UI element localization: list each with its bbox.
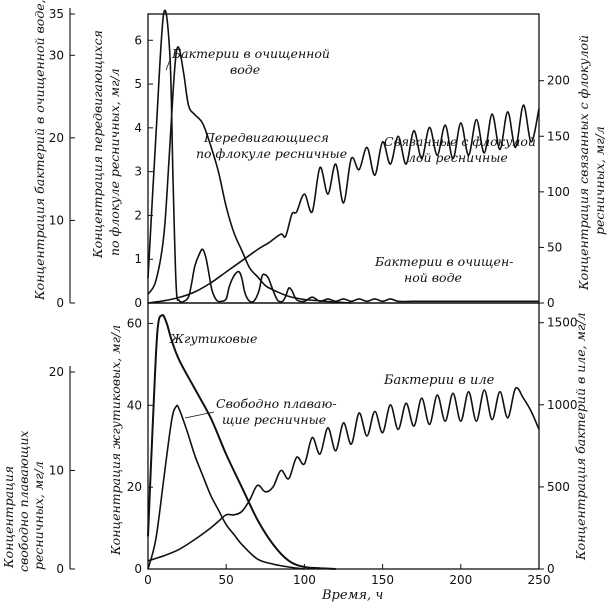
series-line-top-1	[147, 46, 352, 304]
series-line-bottom-1	[147, 404, 305, 570]
axis-label-free-ciliates-3: ресничных, мг/л	[31, 461, 46, 570]
bottom-panel-frame	[147, 302, 540, 570]
series-line-top-0	[147, 9, 539, 303]
annotation-flagellates: Жгутиковые	[169, 331, 257, 346]
tick-label-yB: 35	[49, 7, 64, 21]
annotation-moving-ciliates-line1: Передвигающиеся	[203, 130, 329, 145]
annotation-bacteria-clean-water2-line2: ной воде	[404, 270, 462, 285]
tick-label-yS: 50	[547, 240, 562, 254]
annotation-moving-ciliates-line2: по флокуле ресничные	[196, 146, 347, 161]
x-tick-label: 150	[371, 573, 394, 587]
tick-label-yC: 4	[134, 121, 142, 135]
annotation-free-ciliates-line1: Свободно плаваю-	[216, 396, 337, 411]
axis-label-free-ciliates-1: Концентрация	[1, 466, 16, 569]
tick-label-yB: 10	[49, 213, 64, 227]
axis-label-attached-ciliates-2: ресничных, мг/л	[592, 126, 607, 235]
tick-label-yC: 1	[134, 252, 142, 266]
tick-label-yFr: 10	[49, 463, 64, 477]
series-line-top-2	[147, 104, 540, 304]
x-tick-label: 100	[293, 573, 316, 587]
axis-label-moving-ciliates-2: по флокуле ресничных, мг/л	[107, 68, 122, 256]
tick-label-yS: 150	[547, 129, 570, 143]
tick-label-yC: 5	[134, 77, 142, 91]
tick-label-yS: 100	[547, 185, 570, 199]
x-tick-label: 200	[449, 573, 472, 587]
series-line-bottom-2	[147, 386, 540, 562]
axis-label-moving-ciliates-1: Концентрация передвигающихся	[90, 30, 105, 259]
tick-label-yC: 6	[134, 33, 142, 47]
tick-label-yC: 2	[134, 208, 142, 222]
tick-label-yBs: 1500	[547, 316, 578, 330]
tick-label-yC: 0	[134, 296, 142, 310]
bottom-panel	[147, 302, 540, 570]
leader-bacteria	[165, 59, 171, 71]
tick-label-yS: 0	[547, 296, 555, 310]
tick-label-yF: 20	[127, 480, 142, 494]
axes-layer: 0102030350123456050100150200020406001020…	[49, 7, 578, 587]
tick-label-yFr: 20	[49, 365, 64, 379]
x-tick-label: 50	[219, 573, 234, 587]
tick-label-yFr: 0	[56, 562, 64, 576]
axis-label-flagellates: Концентрация жгутиковых, мг/л	[108, 325, 123, 556]
annotation-attached-ciliates-line1: Связанные с флокулой	[384, 134, 536, 149]
axis-label-free-ciliates-2: свободно плавающих	[16, 431, 31, 572]
annotation-bacteria-clean-water-line1: Бактерии в очищенной	[171, 46, 330, 61]
x-axis-label: Время, ч	[321, 588, 383, 603]
annotation-bacteria-clean-water2-line1: Бактерии в очищен-	[374, 254, 513, 269]
tick-label-yB: 20	[49, 131, 64, 145]
tick-label-yB: 0	[56, 296, 64, 310]
annotation-attached-ciliates-line2: лой ресничные	[408, 150, 508, 165]
x-tick-label: 250	[528, 573, 551, 587]
tick-label-yF: 40	[127, 398, 142, 412]
axis-label-attached-ciliates-1: Концентрация связанных с флокулой	[576, 35, 591, 291]
tick-label-yBs: 1000	[547, 398, 578, 412]
leader-free-ciliates	[184, 411, 215, 419]
tick-label-yF: 60	[127, 316, 142, 330]
tick-label-yBs: 0	[547, 562, 555, 576]
tick-label-yF: 0	[134, 562, 142, 576]
tick-label-yC: 3	[134, 165, 142, 179]
annotation-bacteria-clean-water-line2: воде	[230, 62, 260, 77]
top-series-group	[147, 9, 540, 304]
tick-label-yBs: 500	[547, 480, 570, 494]
annotation-free-ciliates-line2: щие ресничные	[222, 412, 326, 427]
tick-label-yB: 30	[49, 48, 64, 62]
series-line-bottom-0	[147, 314, 336, 570]
bottom-series-group	[147, 314, 540, 570]
x-tick-label: 0	[144, 573, 152, 587]
axis-label-bacteria-sludge: Концентрация бактерий в иле, мг/л	[573, 313, 588, 561]
tick-label-yS: 200	[547, 74, 570, 88]
annotation-bacteria-sludge: Бактерии в иле	[383, 373, 495, 388]
axis-label-bacteria-clean-water: Концентрация бактерий в очищенной воде, …	[32, 0, 47, 301]
